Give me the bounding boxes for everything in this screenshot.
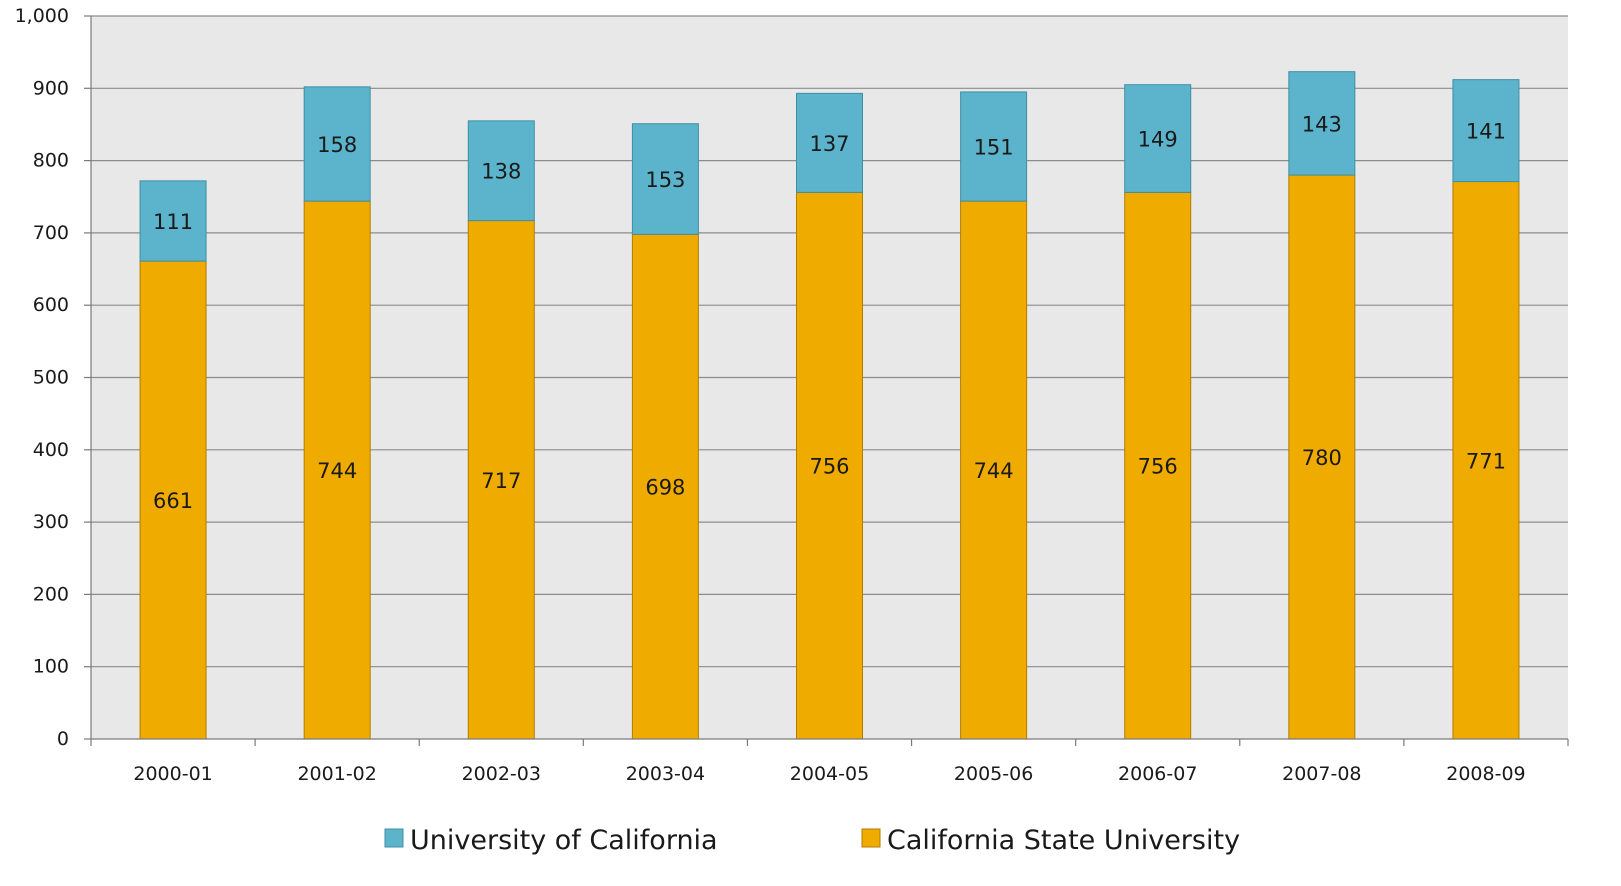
bar-value-label: 744 <box>317 459 357 483</box>
bar-segment <box>139 260 207 740</box>
y-tick-label: 600 <box>33 294 69 316</box>
y-tick-label: 1,000 <box>15 5 69 27</box>
x-tick-label: 2000-01 <box>133 763 212 785</box>
legend-item: University of California <box>384 825 718 856</box>
bar-segment <box>960 91 1028 202</box>
bar-value-label: 717 <box>481 469 521 493</box>
bar-value-label: 698 <box>645 476 685 500</box>
bar-value-label: 158 <box>317 133 357 157</box>
bar-value-label: 111 <box>153 210 193 234</box>
bar-value-label: 771 <box>1466 449 1506 473</box>
bar-value-label: 153 <box>645 168 685 192</box>
bar-value-label: 143 <box>1302 112 1342 136</box>
x-tick-label: 2001-02 <box>297 763 376 785</box>
bars: 661 111 744 158 717 138 698 153 756 137 744 151 756 1… <box>139 71 1520 740</box>
bar-value-label: 149 <box>1138 128 1178 152</box>
bar-segment <box>631 233 699 740</box>
x-tick-label: 2002-03 <box>462 763 541 785</box>
bar-segment <box>1288 174 1356 740</box>
y-tick-label: 200 <box>33 583 69 605</box>
bar-value-label: 151 <box>974 136 1014 160</box>
y-tick-label: 500 <box>33 367 69 389</box>
bar-value-label: 744 <box>974 459 1014 483</box>
bar-segment <box>303 86 371 202</box>
legend-label: California State University <box>887 825 1240 856</box>
x-tick-label: 2004-05 <box>790 763 869 785</box>
bar-value-label: 137 <box>809 132 849 156</box>
bar-segment <box>1452 79 1520 183</box>
y-tick-label: 400 <box>33 439 69 461</box>
legend-item: California State University <box>861 825 1240 856</box>
x-tick-label: 2007-08 <box>1282 763 1361 785</box>
legend: University of California California State… <box>384 825 1240 856</box>
legend-label: University of California <box>410 825 718 856</box>
y-tick-label: 300 <box>33 511 69 533</box>
bar-value-label: 756 <box>809 455 849 479</box>
x-tick-label: 2008-09 <box>1446 763 1525 785</box>
y-tick-label: 700 <box>33 222 69 244</box>
bar-segment <box>1452 181 1520 740</box>
x-tick-label: 2005-06 <box>954 763 1033 785</box>
y-tick-label: 800 <box>33 150 69 172</box>
x-tick-label: 2003-04 <box>626 763 705 785</box>
bar-segment <box>796 191 863 740</box>
bar-segment <box>467 120 535 222</box>
bar-segment <box>1288 71 1356 176</box>
y-tick-label: 900 <box>33 77 69 99</box>
bar-segment <box>796 92 863 193</box>
bar-value-label: 661 <box>153 489 193 513</box>
bar-segment <box>139 180 207 262</box>
bar-segment <box>1124 84 1192 193</box>
x-tick-label: 2006-07 <box>1118 763 1197 785</box>
bar-segment <box>631 123 699 235</box>
y-tick-label: 100 <box>33 656 69 678</box>
legend-swatch <box>861 828 881 848</box>
bar-value-label: 141 <box>1466 120 1506 144</box>
bar-segment <box>1124 191 1192 740</box>
y-tick-label: 0 <box>57 728 69 750</box>
bar-segment <box>467 220 535 740</box>
legend-swatch <box>384 828 404 848</box>
bar-value-label: 780 <box>1302 446 1342 470</box>
axes: 0 100 200 300 400 500 600 700 800 900 1,000 2000-01… <box>15 5 1569 785</box>
bar-value-label: 756 <box>1138 455 1178 479</box>
bar-segment <box>303 200 371 740</box>
bar-value-label: 138 <box>481 160 521 184</box>
